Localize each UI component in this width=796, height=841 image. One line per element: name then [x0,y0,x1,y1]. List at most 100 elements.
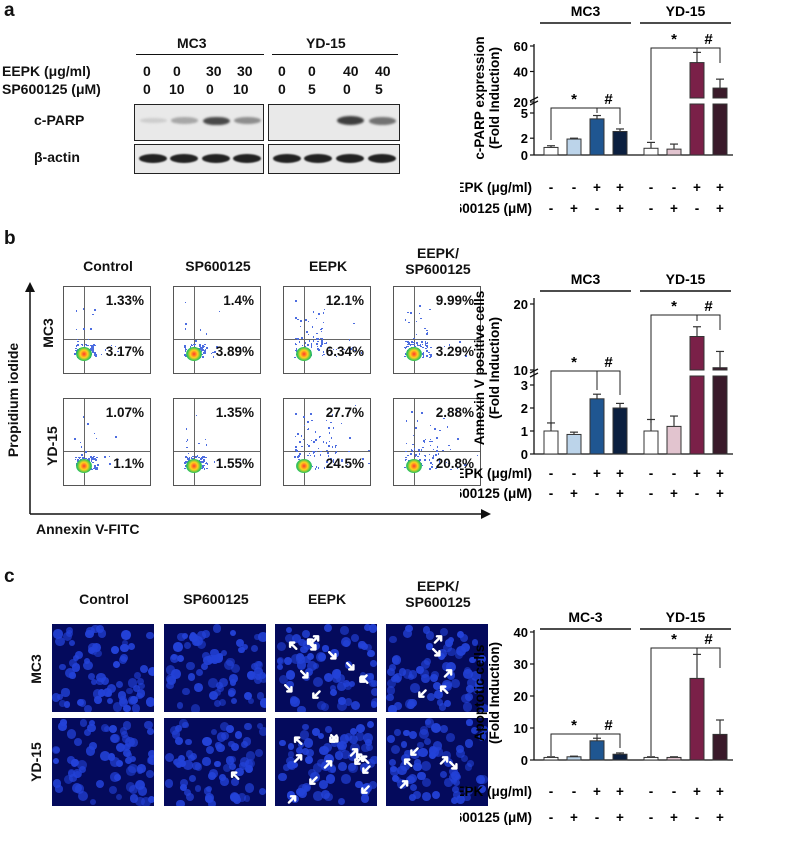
flow-quadrant-hline [284,339,370,340]
micro-nucleus [296,660,307,670]
flow-event [317,348,319,350]
flow-event [353,322,355,325]
micro-nucleus [312,642,321,651]
chart-eepk-sign: + [693,784,701,799]
micro-image: ➜ [164,718,266,806]
flow-event [93,467,96,469]
micro-nucleus [299,730,310,741]
flow-event [429,308,431,311]
flow-event [435,467,437,470]
blot-sp-value: 5 [308,81,316,97]
flow-event [298,455,301,457]
micro-nucleus [76,698,85,707]
micro-nucleus [409,794,417,802]
micro-nucleus [410,749,420,759]
micro-nucleus [417,742,424,749]
flow-event [326,449,328,452]
flow-event [431,463,434,466]
micro-nucleus [279,739,286,747]
flow-event [92,344,95,347]
chart-bar [689,677,705,761]
flow-event [447,462,450,465]
micro-nucleus [464,763,473,771]
micro-nucleus [210,648,219,658]
micro-col-label: EEPK/ [416,578,459,594]
micro-col-label: Control [79,591,129,607]
micro-nucleus [254,633,261,641]
flow-event [91,345,93,347]
micro-nucleus [180,783,187,791]
flow-event [422,355,425,358]
flow-event [323,467,326,469]
micro-nucleus [460,642,470,652]
chart-bar [712,103,728,156]
flow-event [423,441,426,443]
micro-nucleus [425,631,435,640]
micro-nucleus [115,680,123,688]
flow-event [96,468,98,471]
flow-event [206,347,208,349]
flow-event [201,467,204,469]
micro-nucleus [60,719,67,726]
micro-nucleus [360,786,371,797]
micro-nucleus [176,702,184,709]
micro-nucleus [185,738,192,746]
flow-event [91,458,93,460]
micro-nucleus [229,762,237,770]
micro-nucleus [219,678,229,687]
flow-event [299,325,302,328]
micro-nucleus [404,750,412,758]
flow-event [297,454,299,457]
flow-event [299,453,301,455]
blot-band-label-actin: β-actin [34,149,80,165]
micro-nucleus [230,697,238,705]
micro-nucleus [119,696,127,704]
micro-image [52,624,154,712]
chart-axis-break [529,100,539,106]
micro-nucleus [95,672,106,683]
flow-event [348,339,351,341]
flow-event [410,453,412,455]
flow-event [426,331,429,334]
flow-lower-right-pct: 3.29% [435,344,474,359]
micro-nucleus [389,635,397,644]
micro-nucleus [348,735,358,745]
micro-nucleus [210,728,218,736]
micro-nucleus [360,794,370,803]
flow-event [418,449,421,452]
micro-nucleus [52,693,61,702]
micro-nucleus [176,761,183,768]
flow-event [325,442,328,444]
micro-nucleus [147,667,154,677]
micro-nucleus [227,688,237,697]
micro-nucleus [364,643,373,652]
flow-event [74,353,76,355]
chart-sp-sign: + [670,201,678,216]
micro-nucleus [70,759,79,767]
flow-event [299,441,301,443]
micro-nucleus [254,675,263,684]
flow-event [416,420,419,422]
flow-event [410,312,412,314]
chart-bar [612,753,628,761]
flow-event [188,457,191,459]
chart-eepk-sign: - [572,466,577,481]
micro-nucleus [235,767,245,777]
micro-nucleus [94,650,102,658]
flow-event [213,461,216,463]
flow-event [443,417,445,420]
flow-event [429,444,432,447]
micro-nucleus [452,779,460,787]
micro-nucleus [52,779,61,788]
micro-nucleus [304,755,314,765]
flow-density-hotspot [76,459,92,473]
micro-nucleus [337,700,347,711]
micro-nucleus [137,786,148,796]
chart-sp-sign: + [670,486,678,501]
chart-eepk-sign: - [649,466,654,481]
micro-nucleus [441,662,451,671]
flow-event [202,465,205,468]
chart-sig-mark: # [604,91,613,108]
flow-event [405,450,407,453]
flow-event [205,456,207,459]
